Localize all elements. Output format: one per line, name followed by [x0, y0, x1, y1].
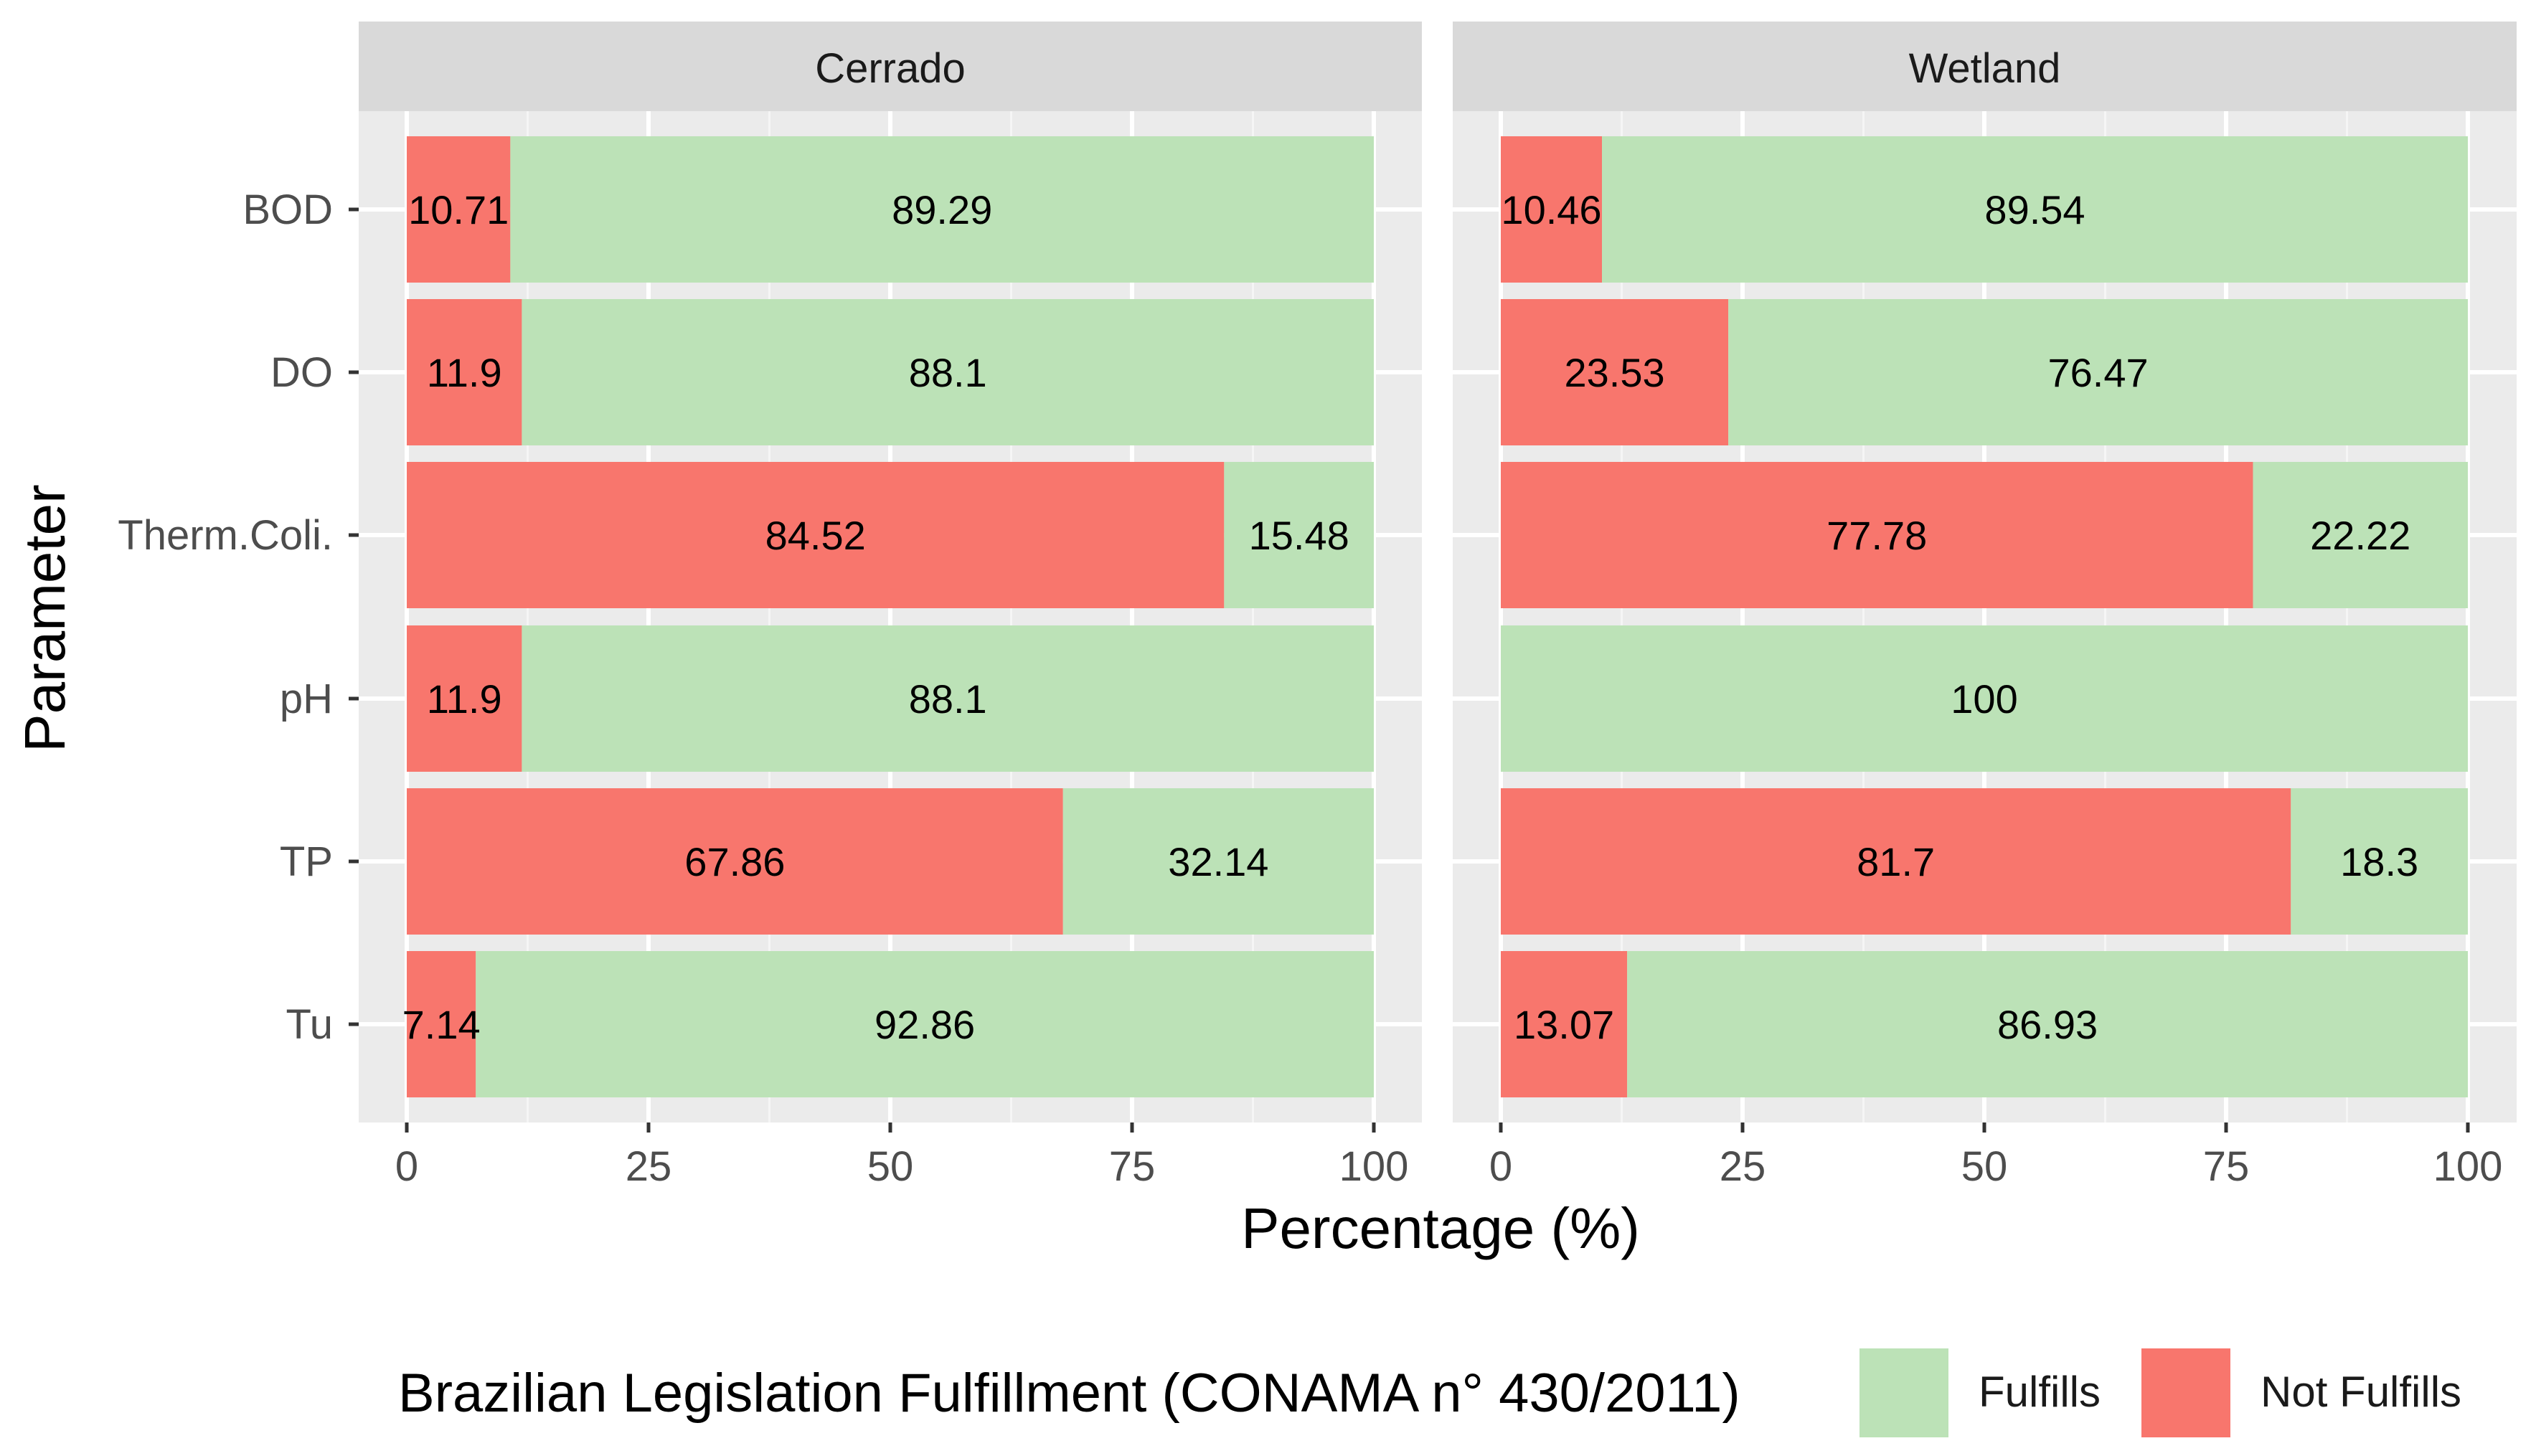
y-axis: BOD DO Therm.Coli. pH TP Tu — [118, 186, 359, 1048]
bar-fulfills — [1501, 625, 2468, 772]
data-label: 15.48 — [1249, 513, 1349, 558]
y-axis-title: Parameter — [13, 484, 77, 752]
bar-fulfills — [1728, 299, 2468, 445]
x-tick-label: 25 — [1720, 1143, 1766, 1190]
bar-fulfills — [1602, 136, 2468, 283]
x-tick-label: 50 — [867, 1143, 914, 1190]
data-label: 7.14 — [402, 1002, 481, 1047]
x-tick-label: 75 — [2203, 1143, 2250, 1190]
y-tick-label: Tu — [286, 1001, 333, 1048]
data-label: 88.1 — [909, 676, 987, 722]
data-label: 10.46 — [1501, 187, 1601, 232]
data-label: 100 — [1951, 676, 2017, 722]
bar-not-fulfills — [407, 299, 522, 445]
bar-fulfills — [2253, 462, 2468, 608]
data-label: 18.3 — [2340, 839, 2418, 884]
bar-not-fulfills — [1501, 951, 1628, 1097]
data-label: 84.52 — [765, 513, 866, 558]
bar-not-fulfills — [1501, 788, 2291, 935]
data-label: 81.7 — [1857, 839, 1935, 884]
x-tick-label: 75 — [1109, 1143, 1156, 1190]
bar-not-fulfills — [407, 136, 511, 283]
x-tick-label: 50 — [1961, 1143, 2008, 1190]
bar-not-fulfills — [1501, 136, 1603, 283]
bar-not-fulfills — [407, 625, 522, 772]
bar-fulfills — [476, 951, 1374, 1097]
bar-not-fulfills — [407, 788, 1063, 935]
data-label: 10.71 — [408, 187, 509, 232]
bar-fulfills — [2291, 788, 2468, 935]
legend-key-not-fulfills — [2141, 1348, 2230, 1437]
y-tick-label: pH — [280, 676, 333, 722]
data-label: 32.14 — [1168, 839, 1268, 884]
data-label: 11.9 — [427, 350, 502, 395]
data-label: 13.07 — [1514, 1002, 1614, 1047]
y-tick-label: TP — [280, 838, 333, 885]
data-label: 23.53 — [1565, 350, 1665, 395]
x-tick-label: 0 — [1489, 1143, 1512, 1190]
x-tick-label: 100 — [1339, 1143, 1409, 1190]
legend-title: Brazilian Legislation Fulfillment (CONAM… — [398, 1363, 1740, 1424]
bar-fulfills — [522, 299, 1374, 445]
facet-panels: Cerrado 10.71 89.29 11.9 88.1 84.52 15.48 11.9 8… — [359, 22, 2517, 1122]
facet-strip-label: Wetland — [1909, 45, 2061, 92]
legend-key-fulfills — [1859, 1348, 1948, 1437]
bar-not-fulfills — [407, 462, 1225, 608]
y-tick-label: BOD — [242, 186, 333, 233]
legend-label: Not Fulfills — [2261, 1368, 2461, 1416]
bar-not-fulfills — [1501, 299, 1729, 445]
data-label: 89.29 — [892, 187, 992, 232]
x-axis-title: Percentage (%) — [1241, 1196, 1640, 1260]
data-label: 92.86 — [875, 1002, 975, 1047]
facet-panel-cerrado: Cerrado 10.71 89.29 11.9 88.1 84.52 15.48 11.9 8… — [359, 22, 1422, 1122]
bar-fulfills — [522, 625, 1374, 772]
bar-not-fulfills — [1501, 462, 2253, 608]
data-label: 67.86 — [684, 839, 785, 884]
bar-fulfills — [1224, 462, 1374, 608]
data-label: 22.22 — [2310, 513, 2410, 558]
data-label: 76.47 — [2048, 350, 2149, 395]
y-tick-label: Therm.Coli. — [118, 512, 333, 559]
data-label: 89.54 — [1984, 187, 2085, 232]
data-label: 11.9 — [427, 676, 502, 722]
data-label: 86.93 — [1997, 1002, 2098, 1047]
x-tick-label: 0 — [395, 1143, 418, 1190]
facet-strip — [1453, 22, 2517, 111]
data-label: 77.78 — [1826, 513, 1927, 558]
facet-strip-label: Cerrado — [815, 45, 966, 92]
bar-fulfills — [1062, 788, 1374, 935]
legend: Brazilian Legislation Fulfillment (CONAM… — [398, 1348, 2461, 1437]
bar-fulfills — [1627, 951, 2468, 1097]
x-tick-label: 25 — [626, 1143, 672, 1190]
y-tick-label: DO — [270, 349, 333, 396]
data-label: 88.1 — [909, 350, 987, 395]
facet-panel-wetland: Wetland 10.46 89.54 23.53 76.47 77.78 22.22 100… — [1453, 22, 2517, 1122]
x-axis: 0 25 50 75 100 0 25 50 75 100 — [395, 1122, 2503, 1190]
legend-label: Fulfills — [1979, 1368, 2101, 1416]
x-tick-label: 100 — [2433, 1143, 2503, 1190]
facet-strip — [359, 22, 1422, 111]
bar-not-fulfills — [407, 951, 476, 1097]
bar-fulfills — [510, 136, 1374, 283]
